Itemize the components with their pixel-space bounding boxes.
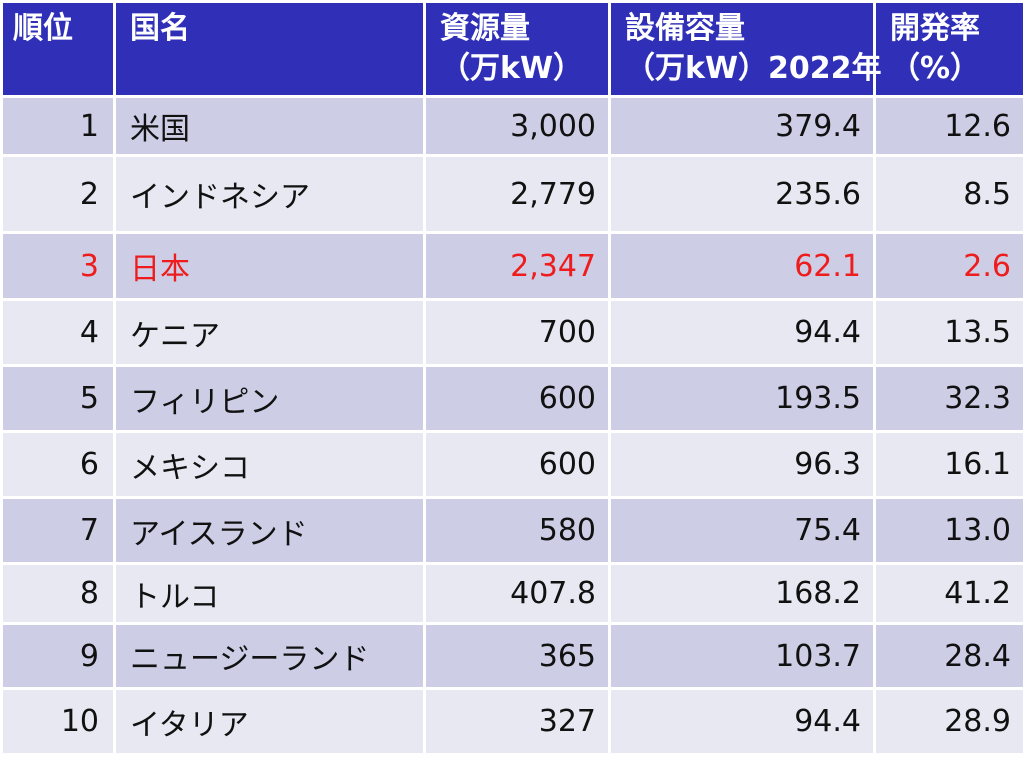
table-row: 10 イタリア 327 94.4 28.9 — [3, 690, 1023, 753]
rate-cell: 32.3 — [876, 367, 1023, 430]
rank-cell: 5 — [3, 367, 113, 430]
resource-cell: 407.8 — [426, 565, 608, 622]
table-row: 2 インドネシア 2,779 235.6 8.5 — [3, 157, 1023, 231]
table-row: 4 ケニア 700 94.4 13.5 — [3, 301, 1023, 364]
country-cell: ニュージーランド — [116, 625, 423, 687]
resource-cell: 2,779 — [426, 157, 608, 231]
capacity-cell: 94.4 — [611, 690, 873, 753]
country-cell: ケニア — [116, 301, 423, 364]
rate-cell: 28.4 — [876, 625, 1023, 687]
capacity-cell: 235.6 — [611, 157, 873, 231]
rate-cell: 2.6 — [876, 234, 1023, 298]
resource-header: 資源量 （万kW） — [426, 3, 608, 95]
rank-cell: 3 — [3, 234, 113, 298]
rank-cell: 7 — [3, 499, 113, 562]
rate-cell: 8.5 — [876, 157, 1023, 231]
rate-header-line2: （%） — [890, 51, 981, 86]
rate-cell: 13.0 — [876, 499, 1023, 562]
country-header: 国名 — [116, 3, 423, 95]
rate-cell: 13.5 — [876, 301, 1023, 364]
rate-cell: 16.1 — [876, 433, 1023, 496]
rate-cell: 41.2 — [876, 565, 1023, 622]
geothermal-ranking-table: 順位 国名 資源量 （万kW） 設備容量 （万kW）2022年 開発率 （%） … — [3, 3, 1023, 753]
country-cell: インドネシア — [116, 157, 423, 231]
capacity-cell: 62.1 — [611, 234, 873, 298]
resource-cell: 700 — [426, 301, 608, 364]
country-cell: トルコ — [116, 565, 423, 622]
capacity-header-line2: （万kW）2022年 — [625, 51, 882, 86]
resource-header-line1: 資源量 — [440, 11, 530, 46]
country-cell: イタリア — [116, 690, 423, 753]
resource-cell: 365 — [426, 625, 608, 687]
rank-cell: 9 — [3, 625, 113, 687]
capacity-cell: 96.3 — [611, 433, 873, 496]
table-row: 9 ニュージーランド 365 103.7 28.4 — [3, 625, 1023, 687]
table-row: 1 米国 3,000 379.4 12.6 — [3, 98, 1023, 154]
resource-cell: 327 — [426, 690, 608, 753]
capacity-cell: 75.4 — [611, 499, 873, 562]
country-cell: 日本 — [116, 234, 423, 298]
country-cell: アイスランド — [116, 499, 423, 562]
rank-cell: 10 — [3, 690, 113, 753]
rate-cell: 12.6 — [876, 98, 1023, 154]
rank-cell: 8 — [3, 565, 113, 622]
table-row: 6 メキシコ 600 96.3 16.1 — [3, 433, 1023, 496]
resource-cell: 580 — [426, 499, 608, 562]
resource-cell: 600 — [426, 367, 608, 430]
rank-cell: 4 — [3, 301, 113, 364]
table-row-highlighted: 3 日本 2,347 62.1 2.6 — [3, 234, 1023, 298]
capacity-cell: 193.5 — [611, 367, 873, 430]
rank-cell: 1 — [3, 98, 113, 154]
capacity-cell: 168.2 — [611, 565, 873, 622]
capacity-cell: 94.4 — [611, 301, 873, 364]
header-row: 順位 国名 資源量 （万kW） 設備容量 （万kW）2022年 開発率 （%） — [3, 3, 1023, 95]
country-cell: 米国 — [116, 98, 423, 154]
country-cell: フィリピン — [116, 367, 423, 430]
rank-cell: 2 — [3, 157, 113, 231]
table-row: 8 トルコ 407.8 168.2 41.2 — [3, 565, 1023, 622]
resource-cell: 2,347 — [426, 234, 608, 298]
capacity-cell: 103.7 — [611, 625, 873, 687]
rate-header: 開発率 （%） — [876, 3, 1023, 95]
capacity-header-line1: 設備容量 — [625, 11, 745, 46]
table-row: 5 フィリピン 600 193.5 32.3 — [3, 367, 1023, 430]
country-cell: メキシコ — [116, 433, 423, 496]
resource-header-line2: （万kW） — [440, 51, 584, 86]
rank-cell: 6 — [3, 433, 113, 496]
resource-cell: 3,000 — [426, 98, 608, 154]
rate-header-line1: 開発率 — [890, 11, 980, 46]
capacity-header: 設備容量 （万kW）2022年 — [611, 3, 882, 95]
rank-header: 順位 — [3, 3, 113, 95]
capacity-cell: 379.4 — [611, 98, 873, 154]
rate-cell: 28.9 — [876, 690, 1023, 753]
table-row: 7 アイスランド 580 75.4 13.0 — [3, 499, 1023, 562]
resource-cell: 600 — [426, 433, 608, 496]
